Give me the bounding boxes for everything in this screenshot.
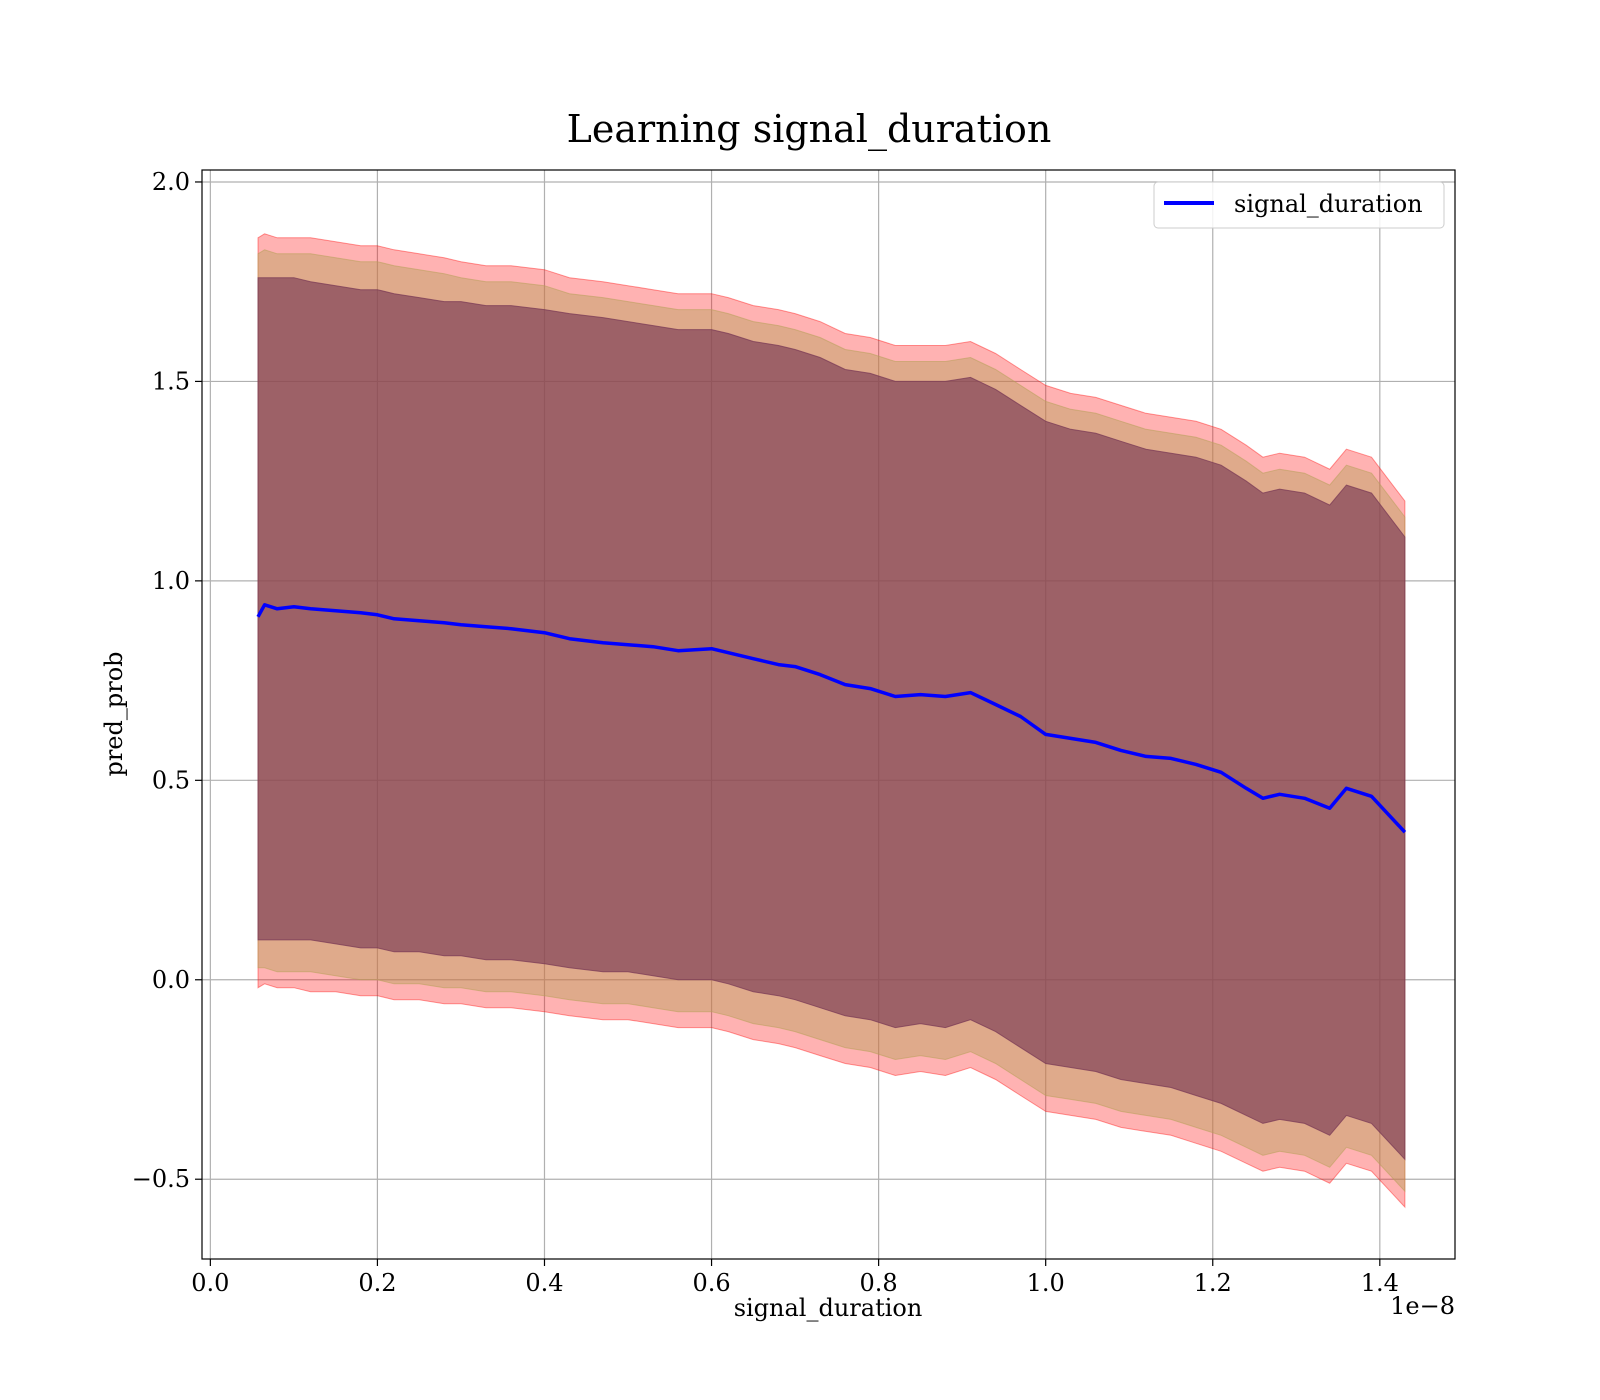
- legend-label: signal_duration: [1234, 190, 1423, 218]
- y-tick-label: 0.5: [152, 766, 190, 794]
- x-tick-label: 1.2: [1194, 1269, 1232, 1297]
- legend-box: [1153, 181, 1445, 229]
- plot-frame: [201, 169, 1456, 1260]
- y-tick-label: 1.5: [152, 367, 190, 395]
- x-tick-label: 0.6: [692, 1269, 730, 1297]
- y-axis-ticks: −0.5 0.0 0.5 1.0 1.5 2.0: [132, 168, 202, 1193]
- x-tick-label: 0.8: [860, 1269, 898, 1297]
- y-tick-label: 2.0: [152, 168, 190, 196]
- x-tick-label: 1.0: [1027, 1269, 1065, 1297]
- x-axis-offset-label: 1e−8: [1390, 1292, 1455, 1320]
- confidence-band-2: [257, 277, 1406, 1161]
- x-tick-label: 1.4: [1361, 1269, 1399, 1297]
- confidence-bands: [257, 233, 1406, 1209]
- chart-title: Learning signal_duration: [567, 107, 1052, 152]
- legend: signal_duration: [1153, 181, 1445, 229]
- series-line-0: [256, 603, 1407, 834]
- y-axis-label: pred_prob: [100, 651, 128, 776]
- x-tick-label: 0.2: [358, 1269, 396, 1297]
- x-axis-ticks: 0.0 0.2 0.4 0.6 0.8 1.0 1.2 1.4: [191, 1259, 1399, 1297]
- x-axis-label: signal_duration: [734, 1294, 923, 1322]
- x-tick-label: 0.4: [525, 1269, 563, 1297]
- series-lines: [256, 603, 1407, 834]
- y-tick-label: −0.5: [132, 1165, 190, 1193]
- y-tick-label: 1.0: [152, 567, 190, 595]
- y-tick-label: 0.0: [152, 966, 190, 994]
- x-tick-label: 0.0: [191, 1269, 229, 1297]
